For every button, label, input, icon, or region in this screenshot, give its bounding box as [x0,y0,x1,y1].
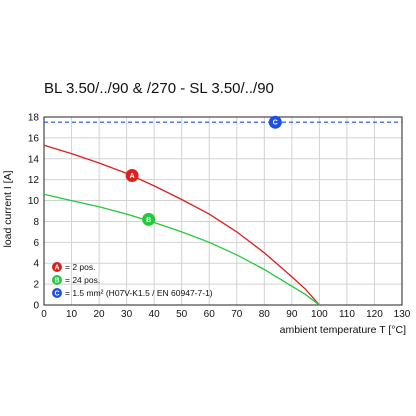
legend-label: = 2 pos. [65,262,95,272]
chart-title: BL 3.50/../90 & /270 - SL 3.50/../90 [44,80,274,97]
legend-letter: B [54,277,59,284]
x-tick-label: 110 [339,309,355,320]
x-tick-label: 80 [259,309,271,320]
y-tick-label: 8 [33,217,39,228]
x-tick-label: 10 [66,309,78,320]
legend-label: = 24 pos. [65,275,100,285]
series-line-a [43,144,320,306]
legend-badge [52,275,62,285]
plot-grid [43,116,403,306]
marker-badge-c [268,115,282,129]
y-tick-label: 14 [28,154,40,165]
series-marker-b: B [142,212,156,226]
legend-letter: A [54,264,59,271]
marker-letter: B [146,217,151,224]
x-tick-label: 40 [149,309,161,320]
legend-badge [52,262,62,272]
series-lines [43,121,402,306]
y-tick-label: 12 [28,175,40,186]
x-tick-label: 0 [41,309,47,320]
marker-letter: A [130,173,135,180]
plot-frame [43,116,403,306]
marker-badge-b [142,212,156,226]
x-tick-label: 50 [176,309,188,320]
x-tick-label: 20 [94,309,106,320]
legend-entry-c: C = 1.5 mm² (H07V-K1.5 / EN 60947-7-1) [52,288,213,298]
y-tick-label: 4 [33,259,39,270]
y-tick-label: 0 [33,301,39,312]
x-tick-label: 100 [311,309,328,320]
series-marker-a: A [125,168,139,182]
y-tick-label: 16 [28,133,40,144]
y-tick-label: 18 [28,113,40,124]
legend-letter: C [54,290,59,297]
legend-entry-a: A = 2 pos. [52,262,95,272]
y-tick-label: 2 [33,280,39,291]
legend-entry-b: B = 24 pos. [52,275,100,285]
series-line-b [43,193,320,306]
x-tick-label: 120 [366,309,383,320]
x-tick-label: 90 [286,309,298,320]
x-axis-label: ambient temperature T [°C] [280,324,406,336]
series-marker-c: C [268,115,282,129]
x-tick-labels: 0 10 20 30 40 50 60 70 80 90 100 110 120 130 [41,309,411,320]
legend: A = 2 pos. B = 24 pos. C = 1.5 mm² (H07V-K1.5… [52,262,213,298]
y-tick-label: 10 [28,196,40,207]
y-tick-label: 6 [33,238,39,249]
y-axis-label: load current I [A] [2,170,14,247]
legend-badge [52,288,62,298]
y-tick-labels: 0 2 4 6 8 10 12 14 16 18 [28,113,40,312]
x-tick-label: 130 [394,309,411,320]
legend-label: = 1.5 mm² (H07V-K1.5 / EN 60947-7-1) [65,288,213,298]
marker-letter: C [273,120,278,127]
x-tick-label: 60 [204,309,216,320]
marker-badge-a [125,168,139,182]
x-tick-label: 30 [121,309,133,320]
series-markers: A B C [125,115,282,226]
x-tick-label: 70 [231,309,243,320]
